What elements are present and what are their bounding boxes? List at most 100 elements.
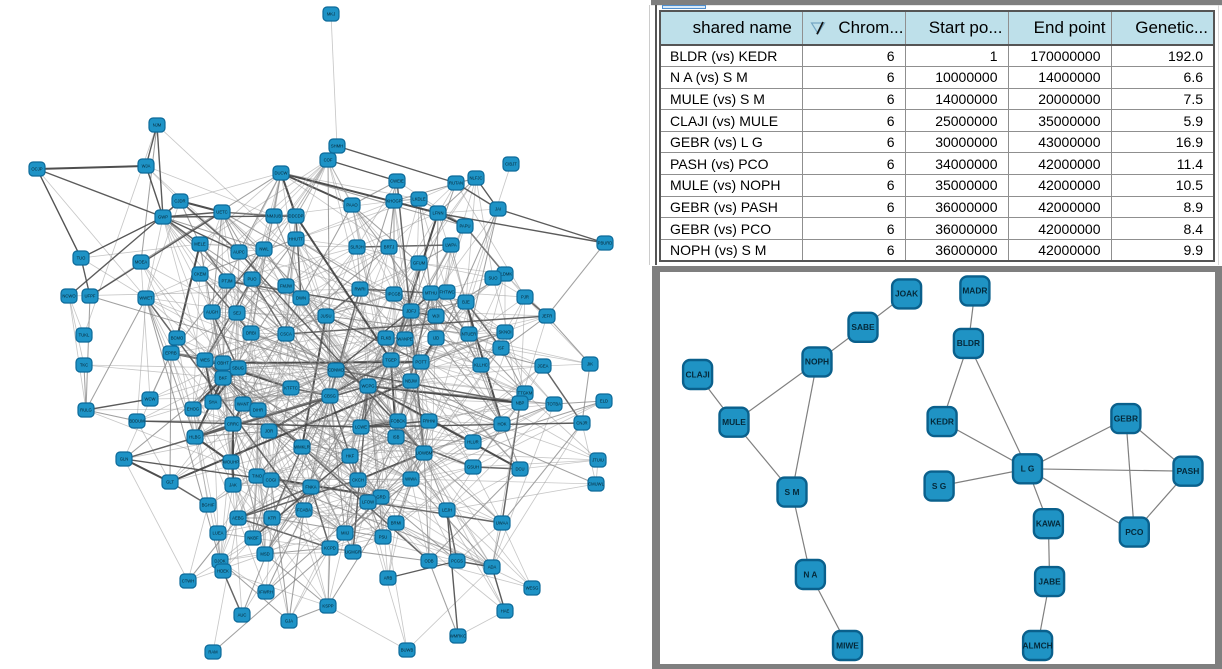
svg-text:SLRJH: SLRJH [350, 245, 363, 250]
svg-text:KHOGP: KHOGP [386, 199, 401, 204]
svg-text:MKJ: MKJ [327, 12, 335, 17]
svg-text:WOUHP: WOUHP [223, 460, 239, 465]
svg-text:HDEK: HDEK [217, 569, 229, 574]
svg-text:COGI: COGI [266, 478, 277, 483]
svg-text:RWRI: RWRI [354, 287, 365, 292]
svg-text:TINO: TINO [252, 474, 263, 479]
svg-text:LKDLE: LKDLE [412, 197, 425, 202]
svg-text:BUWB: BUWB [401, 648, 414, 653]
svg-text:KTFTC: KTFTC [284, 386, 298, 391]
svg-text:WANPE: WANPE [397, 337, 412, 342]
svg-text:TKC: TKC [80, 363, 88, 368]
svg-text:FLKB: FLKB [381, 336, 392, 341]
svg-text:CMUWL: CMUWL [588, 482, 604, 487]
svg-text:PUO: PUO [247, 277, 257, 282]
svg-text:OBHT: OBHT [217, 361, 229, 366]
svg-text:CBSG: CBSG [324, 394, 336, 399]
svg-text:ISF: ISF [498, 346, 505, 351]
svg-text:KAWA: KAWA [1036, 519, 1061, 529]
svg-text:UETC: UETC [216, 210, 227, 215]
svg-text:HHUTT: HHUTT [289, 237, 304, 242]
svg-text:AUPC: AUPC [233, 250, 245, 255]
svg-text:AUGH: AUGH [206, 310, 218, 315]
svg-text:GLT: GLT [166, 480, 174, 485]
svg-text:CDNMO: CDNMO [328, 368, 345, 373]
svg-text:PAAO: PAAO [346, 203, 358, 208]
svg-text:NTUER: NTUER [462, 332, 476, 337]
svg-text:MELE: MELE [194, 242, 206, 247]
svg-text:WMKLR: WMKLR [294, 445, 310, 450]
svg-text:BJE: BJE [462, 300, 470, 305]
svg-text:PCO: PCO [1125, 527, 1144, 537]
svg-text:PAPU: PAPU [459, 224, 470, 229]
svg-text:CSCA: CSCA [280, 332, 292, 337]
svg-text:DCU: DCU [515, 467, 524, 472]
svg-text:HOK: HOK [497, 422, 506, 427]
svg-text:BRMI: BRMI [391, 521, 401, 526]
svg-text:UGMGR: UGMGR [345, 550, 361, 555]
svg-text:PSU: PSU [379, 535, 388, 540]
svg-text:RUTAN: RUTAN [449, 181, 463, 186]
svg-text:WWET: WWET [139, 296, 153, 301]
svg-text:IFWRH: IFWRH [259, 590, 273, 595]
svg-text:KLLHC: KLLHC [474, 363, 488, 368]
svg-text:DJOK: DJOK [214, 559, 225, 564]
svg-text:SKNOI: SKNOI [498, 330, 511, 335]
svg-text:PLDMK: PLDMK [498, 272, 513, 277]
svg-text:KSPP: KSPP [322, 604, 333, 609]
svg-text:AEBG: AEBG [232, 516, 244, 521]
svg-text:DDCDP: DDCDP [289, 214, 304, 219]
svg-text:ADA: ADA [488, 565, 497, 570]
svg-text:JOR: JOR [265, 429, 273, 434]
svg-text:JEFR: JEFR [542, 314, 552, 319]
svg-text:POTT: POTT [415, 360, 427, 365]
svg-text:DIHR: DIHR [253, 408, 263, 413]
svg-text:GJA: GJA [285, 619, 293, 624]
svg-text:WANT: WANT [237, 402, 250, 407]
svg-text:JTUIU: JTUIU [592, 458, 604, 463]
svg-text:FNKA: FNKA [305, 485, 316, 490]
svg-text:EPRB: EPRB [165, 351, 177, 356]
svg-text:BRTJ: BRTJ [384, 245, 394, 250]
svg-text:CKEM: CKEM [194, 272, 207, 277]
svg-text:JABE: JABE [1038, 576, 1061, 586]
svg-text:CKCH: CKCH [352, 478, 364, 483]
svg-text:KTR: KTR [268, 516, 276, 521]
svg-text:LUEA: LUEA [213, 531, 224, 536]
svg-text:L G: L G [1021, 464, 1035, 474]
svg-text:WIWA: WIWA [405, 477, 417, 482]
svg-text:BKF: BKF [219, 376, 228, 381]
svg-text:WES: WES [200, 358, 210, 363]
svg-text:CWEIE: CWEIE [390, 179, 404, 184]
svg-text:WJA: WJA [142, 164, 151, 169]
svg-text:KCPD: KCPD [324, 546, 336, 551]
svg-text:NLFJC: NLFJC [469, 176, 482, 181]
svg-text:LEJH: LEJH [442, 508, 452, 513]
svg-text:JAI: JAI [495, 207, 501, 212]
svg-text:PCGS: PCGS [451, 559, 463, 564]
svg-text:MULE: MULE [722, 417, 746, 427]
svg-text:JGEA: JGEA [538, 364, 549, 369]
svg-text:NJM: NJM [153, 123, 162, 128]
svg-text:NOPH: NOPH [805, 357, 829, 367]
svg-text:NWL: NWL [259, 247, 269, 252]
svg-text:BDDUM: BDDUM [129, 419, 145, 424]
svg-text:LCWE: LCWE [355, 425, 367, 430]
svg-text:MOEA: MOEA [135, 260, 148, 265]
svg-text:GLN: GLN [120, 457, 129, 462]
svg-text:WCW: WCW [145, 397, 156, 402]
svg-text:BGHIF: BGHIF [202, 503, 215, 508]
svg-text:IJD: IJD [433, 336, 439, 341]
svg-text:JAK: JAK [229, 483, 237, 488]
svg-text:CLAJI: CLAJI [685, 369, 709, 379]
svg-text:TOTBA: TOTBA [547, 402, 561, 407]
svg-text:GWP: GWP [158, 215, 168, 220]
svg-text:FOBCK: FOBCK [391, 419, 406, 424]
svg-text:HLBG: HLBG [189, 435, 200, 440]
svg-text:RAM: RAM [208, 650, 218, 655]
svg-text:GSUH: GSUH [467, 465, 479, 470]
svg-text:COF: COF [324, 158, 333, 163]
svg-text:MSD: MSD [260, 552, 269, 557]
svg-text:ISB: ISB [393, 435, 400, 440]
svg-text:KEDR: KEDR [930, 416, 954, 426]
